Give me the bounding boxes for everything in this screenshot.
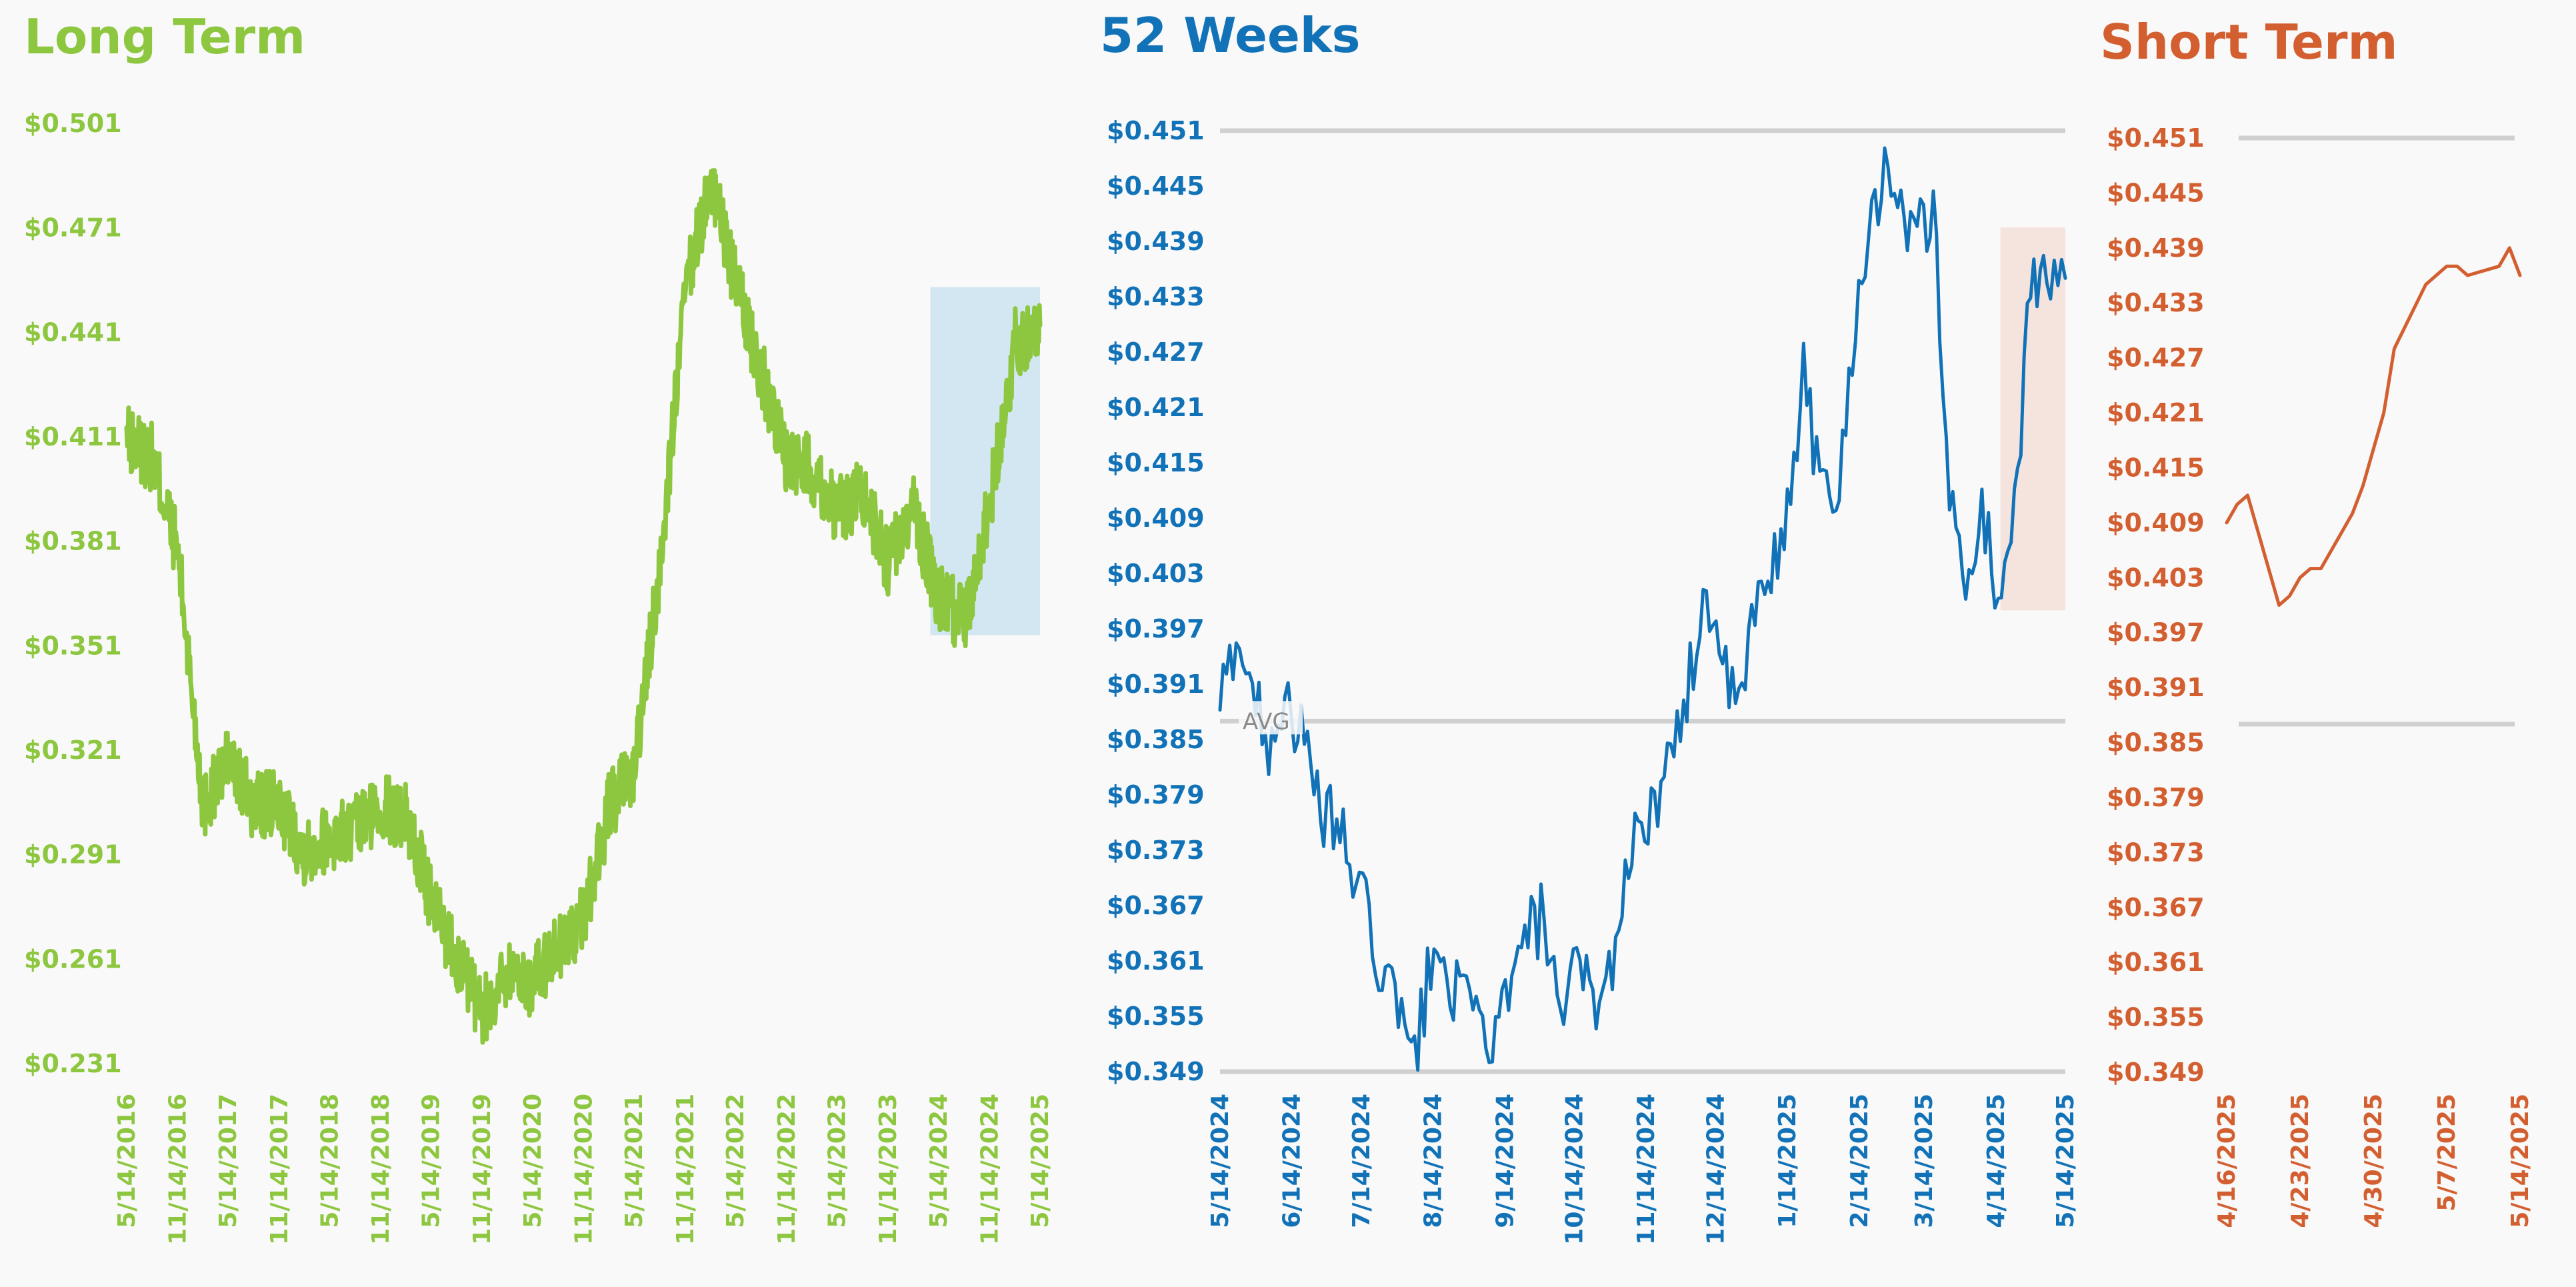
long-chart: Long Term $0.501 $0.471 $0.441 $0.411 $0.381 $…: [24, 9, 1054, 1245]
short-x-tick-label: 5/14/2025: [2507, 1094, 2534, 1228]
long-y-tick-label: $0.261: [24, 944, 122, 974]
long-x-tick-label: 11/14/2024: [977, 1094, 1004, 1245]
short-y-tick-label: $0.415: [2107, 453, 2205, 482]
long-x-tick-label: 5/14/2019: [417, 1094, 445, 1228]
long-x-tick-label: 11/14/2019: [469, 1094, 496, 1245]
short-y-tick-label: $0.367: [2107, 893, 2205, 922]
long-y-tick-label: $0.381: [24, 527, 122, 556]
short-y-tick-label: $0.439: [2107, 233, 2205, 263]
long-x-tick-label: 5/14/2023: [823, 1094, 851, 1228]
short-x-tick-label: 4/23/2025: [2287, 1094, 2314, 1228]
long-y-tick-label: $0.231: [24, 1049, 122, 1078]
weeks-y-tick-label: $0.361: [1107, 946, 1205, 976]
weeks-y-tick-label: $0.421: [1107, 393, 1205, 422]
short-x-tick-label: 5/7/2025: [2433, 1094, 2461, 1212]
short-y-tick-label: $0.445: [2107, 178, 2205, 207]
short-y-tick-label: $0.379: [2107, 783, 2205, 812]
weeks-y-tick-label: $0.379: [1107, 780, 1205, 810]
weeks-y-tick-label: $0.349: [1107, 1057, 1205, 1086]
weeks-x-tick-label: 3/14/2025: [1911, 1094, 1938, 1228]
short-y-tick-label: $0.385: [2107, 728, 2205, 758]
long-x-tick-label: 11/14/2020: [571, 1094, 598, 1245]
weeks-y-tick-label: $0.403: [1107, 559, 1205, 588]
short-y-tick-label: $0.451: [2107, 123, 2205, 153]
short-y-tick-label: $0.397: [2107, 618, 2205, 648]
long-x-tick-label: 5/14/2017: [215, 1094, 242, 1228]
short-title: Short Term: [2100, 14, 2397, 70]
weeks-avg-label-bg: [1239, 701, 1303, 735]
weeks-y-tick-label: $0.445: [1107, 171, 1205, 201]
short-y-tick-label: $0.349: [2107, 1058, 2205, 1087]
long-x-tick-label: 11/14/2022: [773, 1094, 801, 1245]
weeks-y-tick-label: $0.427: [1107, 337, 1205, 367]
long-x-tick-label: 5/14/2016: [113, 1094, 141, 1228]
short-y-tick-label: $0.355: [2107, 1003, 2205, 1032]
long-y-tick-label: $0.291: [24, 840, 122, 870]
long-x-tick-label: 5/14/2022: [722, 1094, 749, 1228]
long-x-tick-label: 11/14/2021: [672, 1094, 699, 1245]
short-y-tick-label: $0.373: [2107, 838, 2205, 867]
long-x-tick-label: 11/14/2023: [875, 1094, 902, 1245]
long-x-tick-label: 5/14/2018: [316, 1094, 343, 1228]
long-x-tick-label: 5/14/2020: [519, 1094, 547, 1228]
long-series-line: [124, 168, 1043, 1045]
weeks-x-tick-label: 7/14/2024: [1348, 1094, 1375, 1228]
weeks-title: 52 Weeks: [1100, 7, 1361, 63]
weeks-y-tick-label: $0.439: [1107, 227, 1205, 256]
weeks-x-tick-label: 11/14/2024: [1633, 1094, 1660, 1245]
long-y-tick-label: $0.441: [24, 317, 122, 347]
short-y-tick-label: $0.409: [2107, 508, 2205, 537]
weeks-x-tick-label: 5/14/2024: [1207, 1094, 1234, 1228]
weeks-x-tick-label: 6/14/2024: [1279, 1094, 1306, 1228]
weeks-y-tick-label: $0.433: [1107, 282, 1205, 311]
weeks-x-tick-label: 5/14/2025: [2052, 1094, 2079, 1228]
short-x-tick-label: 4/16/2025: [2213, 1094, 2241, 1228]
long-y-tick-label: $0.321: [24, 736, 122, 765]
long-x-tick-label: 5/14/2025: [1027, 1094, 1054, 1228]
weeks-x-tick-label: 8/14/2024: [1420, 1094, 1447, 1228]
weeks-chart: 52 Weeks $0.451 $0.445 $0.439 $0.433 $0.427 $0…: [1100, 7, 2079, 1245]
long-y-tick-label: $0.501: [24, 109, 122, 138]
long-title: Long Term: [24, 9, 305, 65]
weeks-x-tick-label: 2/14/2025: [1846, 1094, 1873, 1228]
long-y-tick-label: $0.411: [24, 422, 122, 451]
long-x-tick-label: 11/14/2016: [165, 1094, 192, 1245]
weeks-y-tick-label: $0.367: [1107, 891, 1205, 920]
weeks-y-tick-label: $0.373: [1107, 836, 1205, 865]
weeks-y-tick-label: $0.391: [1107, 670, 1205, 699]
long-x-tick-label: 5/14/2021: [621, 1094, 648, 1228]
long-y-tick-label: $0.351: [24, 631, 122, 660]
weeks-y-tick-label: $0.385: [1107, 725, 1205, 754]
weeks-y-tick-label: $0.451: [1107, 116, 1205, 145]
long-x-tick-label: 11/14/2018: [367, 1094, 395, 1245]
long-x-tick-label: 5/14/2024: [925, 1094, 953, 1228]
weeks-y-tick-label: $0.355: [1107, 1002, 1205, 1031]
long-x-tick-label: 11/14/2017: [266, 1094, 293, 1245]
short-y-tick-label: $0.433: [2107, 288, 2205, 317]
long-y-tick-label: $0.471: [24, 213, 122, 243]
short-y-tick-label: $0.361: [2107, 948, 2205, 977]
weeks-highlight-region: [2000, 227, 2065, 611]
weeks-avg-label: AVG: [1243, 708, 1290, 735]
short-y-tick-label: $0.403: [2107, 563, 2205, 592]
short-series-line: [2225, 246, 2522, 607]
weeks-x-tick-label: 12/14/2024: [1702, 1094, 1729, 1245]
short-y-tick-label: $0.421: [2107, 398, 2205, 427]
weeks-x-tick-label: 4/14/2025: [1983, 1094, 2010, 1228]
weeks-x-tick-label: 9/14/2024: [1491, 1094, 1519, 1228]
short-x-tick-label: 4/30/2025: [2360, 1094, 2387, 1228]
weeks-series-line: [1218, 146, 2067, 1072]
short-chart: Short Term $0.451 $0.445 $0.439 $0.433 $0.427…: [2100, 14, 2534, 1228]
weeks-y-tick-label: $0.415: [1107, 448, 1205, 477]
weeks-x-tick-label: 1/14/2025: [1774, 1094, 1801, 1228]
short-y-tick-label: $0.391: [2107, 673, 2205, 702]
weeks-y-tick-label: $0.409: [1107, 503, 1205, 533]
weeks-y-tick-label: $0.397: [1107, 614, 1205, 644]
weeks-x-tick-label: 10/14/2024: [1561, 1094, 1589, 1245]
short-y-tick-label: $0.427: [2107, 343, 2205, 373]
